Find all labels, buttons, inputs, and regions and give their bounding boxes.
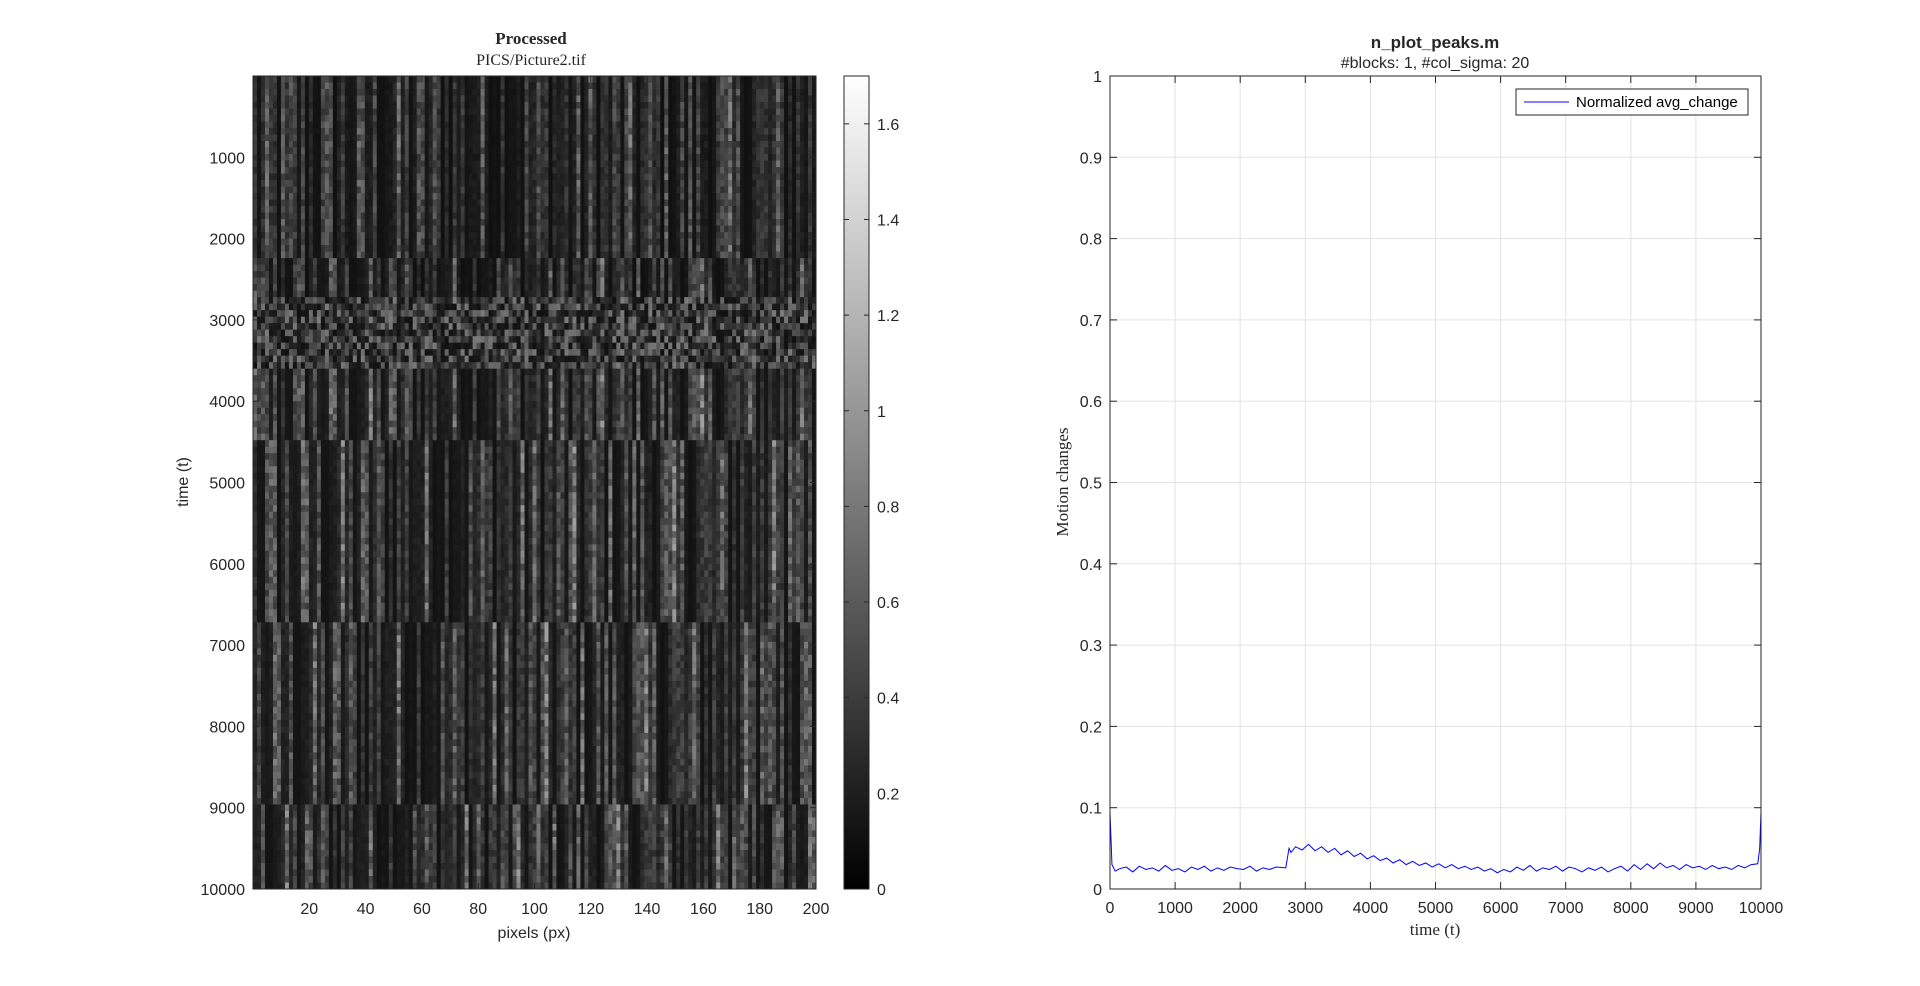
heatmap-subtitle: PICS/Picture2.tif: [476, 52, 586, 69]
heatmap-panel: Processed PICS/Picture2.tif 20 40 60 80 100 1…: [175, 29, 899, 942]
x-tick-label: 7000: [1548, 900, 1584, 917]
colorbar-tick-label: 0: [877, 882, 886, 899]
y-tick-label: 1: [1093, 69, 1102, 86]
colorbar-tick-label: 0.4: [877, 691, 899, 708]
line-chart-grid: [1109, 75, 1762, 890]
heatmap-title: Processed: [495, 29, 567, 48]
colorbar-tick-label: 1.6: [877, 117, 899, 134]
y-tick-label: 0.2: [1080, 719, 1102, 736]
x-tick-label: 4000: [1353, 900, 1389, 917]
x-tick-label: 1000: [1157, 900, 1193, 917]
y-tick-label: 0.5: [1080, 476, 1102, 493]
x-tick-label: 10000: [1739, 900, 1784, 917]
x-tick-label: 2000: [1222, 900, 1258, 917]
x-tick-label: 160: [690, 901, 717, 918]
y-tick-label: 10000: [201, 882, 246, 899]
y-tick-label: 0.6: [1080, 394, 1102, 411]
heatmap-y-axis: 1000 2000 3000 4000 5000 6000 7000 8000 9000 1000…: [201, 150, 816, 899]
colorbar-tick-label: 0.6: [877, 595, 899, 612]
y-tick-label: 2000: [209, 232, 245, 249]
x-tick-label: 200: [803, 901, 830, 918]
y-tick-label: 3000: [209, 313, 245, 330]
y-tick-label: 0.8: [1080, 232, 1102, 249]
y-tick-label: 0: [1093, 882, 1102, 899]
line-chart-panel: n_plot_peaks.m #blocks: 1, #col_sigma: 2…: [1053, 33, 1783, 939]
x-tick-label: 120: [577, 901, 604, 918]
line-chart-x-axis: 0 1000 2000 3000 4000 5000 6000 7000 8000 9000 100…: [1106, 76, 1784, 917]
colorbar-tick-label: 1: [877, 404, 886, 421]
x-tick-label: 60: [413, 901, 431, 918]
y-tick-label: 0.1: [1080, 801, 1102, 818]
y-tick-label: 7000: [209, 638, 245, 655]
x-tick-label: 140: [634, 901, 661, 918]
x-tick-label: 180: [746, 901, 773, 918]
line-chart-subtitle: #blocks: 1, #col_sigma: 20: [1341, 55, 1530, 72]
y-tick-label: 0.9: [1080, 150, 1102, 167]
y-tick-label: 9000: [209, 801, 245, 818]
x-tick-label: 8000: [1613, 900, 1649, 917]
y-tick-label: 8000: [209, 719, 245, 736]
x-tick-label: 80: [469, 901, 487, 918]
y-tick-label: 5000: [209, 476, 245, 493]
y-tick-label: 6000: [209, 557, 245, 574]
y-tick-label: 1000: [209, 150, 245, 167]
heatmap-xlabel: pixels (px): [498, 925, 571, 942]
x-tick-label: 0: [1106, 900, 1115, 917]
x-tick-label: 40: [357, 901, 375, 918]
heatmap-x-axis: 20 40 60 80 100 120 140 160 180 200: [300, 76, 829, 918]
line-chart-xlabel: time (t): [1410, 920, 1461, 939]
heatmap-image: [253, 76, 817, 890]
colorbar-tick-label: 0.8: [877, 499, 899, 516]
legend: Normalized avg_change: [1515, 88, 1749, 116]
y-tick-label: 0.7: [1080, 313, 1102, 330]
line-chart-ylabel: Motion changes: [1053, 427, 1072, 536]
x-tick-label: 5000: [1418, 900, 1454, 917]
line-chart-y-axis: 0 0.1 0.2 0.3 0.4 0.5 0.6 0.7 0.8 0.9 1: [1080, 69, 1761, 899]
legend-entry-label: Normalized avg_change: [1576, 94, 1738, 111]
y-tick-label: 4000: [209, 394, 245, 411]
colorbar-axis: 0 0.2 0.4 0.6 0.8 1 1.2 1.4 1.6: [844, 117, 899, 899]
line-chart-title: n_plot_peaks.m: [1371, 33, 1500, 52]
line-chart-series: [1110, 811, 1761, 874]
y-tick-label: 0.3: [1080, 638, 1102, 655]
x-tick-label: 3000: [1288, 900, 1324, 917]
y-tick-label: 0.4: [1080, 557, 1102, 574]
colorbar-tick-label: 0.2: [877, 786, 899, 803]
x-tick-label: 20: [300, 901, 318, 918]
colorbar: [843, 75, 870, 890]
heatmap-ylabel: time (t): [175, 457, 192, 507]
colorbar-tick-label: 1.4: [877, 212, 899, 229]
x-tick-label: 100: [521, 901, 548, 918]
colorbar-tick-label: 1.2: [877, 308, 899, 325]
series-line-normalized-avg-change: [1110, 811, 1761, 874]
x-tick-label: 9000: [1678, 900, 1714, 917]
x-tick-label: 6000: [1483, 900, 1519, 917]
